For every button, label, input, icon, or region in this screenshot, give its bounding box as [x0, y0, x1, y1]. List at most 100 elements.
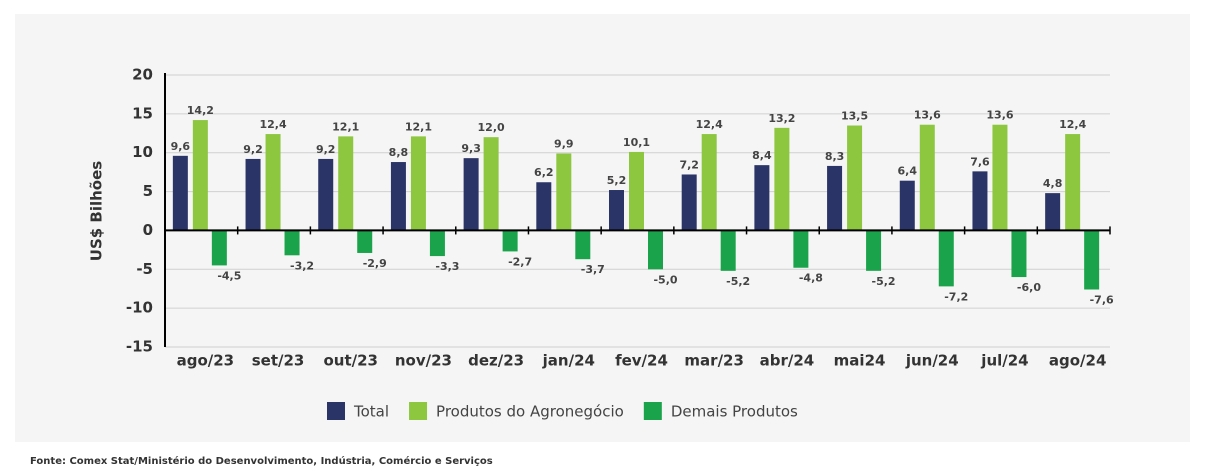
data-label: 9,2	[243, 143, 263, 156]
data-label: 13,6	[914, 109, 941, 122]
bar	[774, 127, 790, 231]
data-label: -5,0	[653, 273, 677, 286]
data-label: 9,2	[316, 143, 336, 156]
data-label: 12,4	[259, 118, 286, 131]
bar	[245, 158, 261, 231]
x-tick-label: ago/23	[177, 352, 235, 370]
data-label: -2,9	[363, 257, 387, 270]
bar	[463, 158, 479, 231]
data-label: -2,7	[508, 255, 532, 268]
data-label: 12,1	[405, 120, 432, 133]
y-tick-label: 0	[143, 221, 153, 239]
data-label: 5,2	[607, 174, 627, 187]
bar	[483, 137, 499, 231]
x-tick-label: abr/24	[760, 352, 815, 370]
y-tick-label: -10	[126, 299, 153, 317]
data-label: -7,2	[944, 290, 968, 303]
bar	[629, 151, 644, 231]
x-tick-label: mai24	[834, 352, 886, 370]
x-tick-label: jan/24	[542, 352, 595, 370]
source: Fonte: Comex Stat/Ministério do Desenvol…	[30, 455, 493, 467]
y-tick-label: 15	[132, 104, 153, 122]
data-label: 7,2	[679, 158, 699, 171]
y-tick-label: -5	[136, 260, 153, 278]
bar	[938, 230, 954, 287]
data-label: -6,0	[1017, 281, 1041, 294]
bar	[575, 230, 591, 260]
bar	[919, 124, 935, 231]
legend-swatch	[643, 402, 662, 420]
bar	[847, 125, 863, 231]
bar	[1084, 230, 1100, 290]
data-label: 9,9	[554, 137, 574, 150]
y-axis-label: US$ Bilhões	[88, 161, 106, 262]
y-tick-label: 10	[132, 143, 153, 161]
data-label: -4,8	[799, 272, 823, 285]
x-tick-label: jul/24	[980, 352, 1028, 370]
y-tick-label: -15	[126, 338, 153, 356]
panel	[15, 14, 1190, 442]
bar	[992, 124, 1008, 231]
data-label: 12,1	[332, 120, 359, 133]
data-label: 9,6	[171, 140, 191, 153]
data-label: 12,4	[1059, 118, 1086, 131]
x-tick-label: dez/23	[468, 352, 524, 370]
data-label: 14,2	[187, 104, 214, 117]
bar	[701, 134, 717, 231]
bar	[390, 162, 406, 231]
bar	[211, 230, 227, 266]
legend-label: Total	[353, 403, 389, 421]
x-tick-label: ago/24	[1049, 352, 1107, 370]
data-label: 6,4	[898, 165, 918, 178]
data-label: 4,8	[1043, 177, 1063, 190]
legend-swatch	[327, 402, 345, 420]
legend-swatch	[409, 402, 428, 420]
bar	[284, 230, 300, 256]
data-label: 12,4	[696, 118, 723, 131]
data-label: -5,2	[872, 275, 896, 288]
data-label: -5,2	[726, 275, 750, 288]
data-label: 10,1	[623, 136, 650, 149]
legend-label: Produtos do Agronegócio	[436, 403, 624, 421]
bar	[972, 171, 988, 231]
data-label: 8,3	[825, 150, 845, 163]
x-tick-label: mar/23	[684, 352, 744, 370]
bar	[681, 174, 697, 231]
bar	[318, 158, 334, 231]
bar	[556, 153, 572, 231]
y-tick-label: 5	[143, 182, 153, 200]
bar	[793, 230, 809, 268]
data-label: 7,6	[970, 155, 990, 168]
bar	[410, 136, 426, 231]
data-label: -3,3	[435, 260, 459, 273]
bar	[192, 120, 208, 231]
bar	[357, 230, 373, 253]
data-label: 6,2	[534, 166, 554, 179]
bar	[536, 182, 552, 231]
data-label: -3,7	[581, 263, 605, 276]
bar	[827, 165, 843, 231]
x-tick-label: nov/23	[395, 352, 452, 370]
bar	[648, 230, 663, 270]
bar	[172, 155, 188, 231]
data-label: 13,2	[768, 112, 795, 125]
bar	[502, 230, 518, 252]
data-label: 8,8	[389, 146, 409, 159]
data-label: -7,6	[1090, 293, 1114, 306]
bar	[899, 180, 915, 231]
data-label: 9,3	[461, 142, 481, 155]
data-label: -3,2	[290, 259, 314, 272]
bar	[1065, 134, 1081, 231]
bar	[866, 230, 882, 271]
bar	[720, 230, 736, 271]
x-tick-label: jun/24	[905, 352, 959, 370]
x-tick-label: out/23	[323, 352, 378, 370]
x-tick-label: set/23	[252, 352, 305, 370]
bar	[1011, 230, 1027, 278]
data-label: 13,6	[986, 109, 1013, 122]
legend-label: Demais Produtos	[671, 403, 798, 421]
bar	[338, 136, 354, 231]
data-label: 12,0	[478, 121, 505, 134]
